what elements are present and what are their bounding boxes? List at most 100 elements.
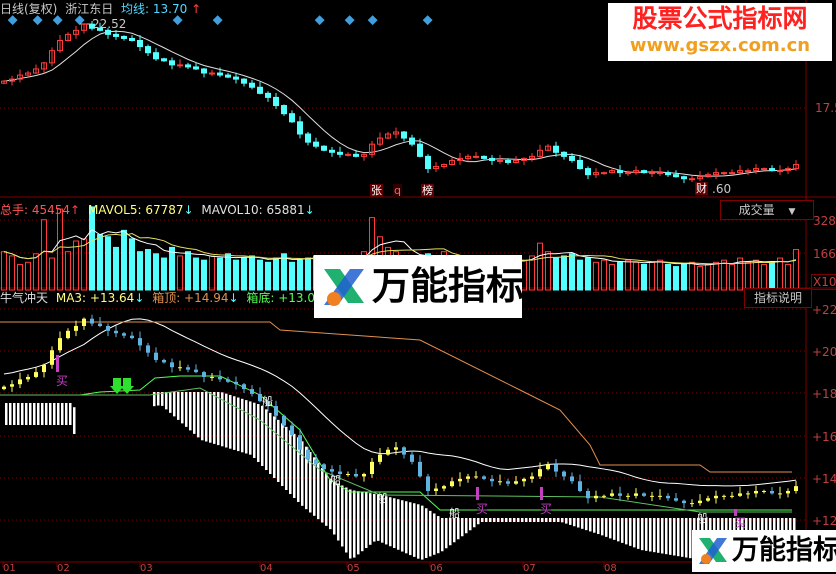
histogram-bar xyxy=(541,518,544,522)
volume-bar xyxy=(561,255,567,291)
ind-candle-body xyxy=(618,493,622,496)
histogram-bar xyxy=(257,404,260,462)
ind-candle-body xyxy=(474,476,478,478)
histogram-bar xyxy=(5,403,8,425)
histogram-bar xyxy=(689,518,692,559)
histogram-bar xyxy=(485,518,488,522)
histogram-bar xyxy=(593,518,596,533)
site-url: www.gszx.com.cn xyxy=(629,35,811,56)
candle-body xyxy=(441,164,447,168)
histogram-bar xyxy=(25,403,28,425)
histogram-bar xyxy=(481,518,484,522)
marker-cai[interactable]: 财 xyxy=(695,182,708,195)
ind-candle-body xyxy=(170,362,174,368)
date-label: 04 xyxy=(260,563,273,574)
ind-candle-body xyxy=(402,447,406,455)
ind-candle-body xyxy=(658,495,662,497)
ind-candle-body xyxy=(130,335,134,339)
volume-bar xyxy=(689,261,695,291)
histogram-bar xyxy=(569,518,572,525)
marker-zhang[interactable]: 张 xyxy=(370,184,383,197)
histogram-bar xyxy=(45,403,48,425)
candle-body xyxy=(737,170,743,174)
histogram-bar xyxy=(605,518,608,537)
histogram-bar xyxy=(397,499,400,550)
green-arrow-down-icon xyxy=(110,378,124,394)
candle-body xyxy=(657,172,663,175)
candle-body xyxy=(617,170,623,174)
date-label: 08 xyxy=(604,563,617,574)
ind-candle-body xyxy=(706,498,710,501)
candle-body xyxy=(25,72,31,76)
candle-body xyxy=(601,172,607,175)
ind-candle-body xyxy=(194,369,198,373)
volume-bar xyxy=(17,263,23,291)
candle-body xyxy=(137,39,143,48)
logo-text: 万能指标 xyxy=(372,264,525,308)
ind-candle-body xyxy=(378,454,382,462)
volume-header: 总手: 45454↑ MAVOL5: 67787↓ MAVOL10: 65881… xyxy=(0,203,315,217)
volume-bar xyxy=(569,253,575,291)
volume-bar xyxy=(41,219,47,291)
candle-body xyxy=(745,170,751,173)
ind-candle-body xyxy=(290,425,294,436)
histogram-bar xyxy=(549,518,552,522)
candle-body xyxy=(177,64,183,67)
candle-body xyxy=(633,170,639,174)
ind-candle-body xyxy=(786,490,790,494)
candle-body xyxy=(97,27,103,31)
buy-marker-bar xyxy=(734,509,737,516)
candle-body xyxy=(793,164,799,170)
ind-candle-body xyxy=(338,471,342,475)
volume-bar xyxy=(97,234,103,291)
candle-body xyxy=(353,153,359,157)
candle-body xyxy=(385,133,391,139)
ind-candle-body xyxy=(722,495,726,497)
candle-body xyxy=(161,58,167,62)
volume-bar xyxy=(737,257,743,291)
candle-body xyxy=(473,155,479,158)
histogram-bar xyxy=(369,493,372,545)
ind-axis-20: +20 xyxy=(812,345,836,359)
ind-candle-body xyxy=(578,481,582,491)
marker-q[interactable]: q xyxy=(393,184,402,197)
candle-body xyxy=(761,168,767,171)
histogram-bar xyxy=(597,518,600,535)
histogram-bar xyxy=(209,392,212,443)
volume-bar xyxy=(281,253,287,291)
histogram-bar xyxy=(401,500,404,552)
ind-candle-body xyxy=(642,493,646,496)
histogram-bar xyxy=(533,518,536,522)
histogram-bar xyxy=(633,518,636,548)
histogram-bar xyxy=(577,518,580,528)
ind-candle-body xyxy=(386,449,390,455)
volume-bar xyxy=(265,261,271,291)
candle-body xyxy=(41,62,47,70)
ind-candle-body xyxy=(562,471,566,477)
candle-body xyxy=(721,172,727,175)
ind-candle-body xyxy=(794,486,798,491)
ship-signal: 船 xyxy=(377,492,388,505)
candle-body xyxy=(169,60,175,66)
histogram-bar xyxy=(373,493,376,542)
ind-candle-body xyxy=(210,376,214,378)
candle-body xyxy=(281,105,287,115)
ind-candle-body xyxy=(610,493,614,496)
candle-body xyxy=(57,39,63,52)
histogram-bar xyxy=(453,518,456,543)
indicator-selector[interactable]: 成交量 ▼ xyxy=(720,200,814,220)
ind-candle-body xyxy=(514,481,518,484)
histogram-bar xyxy=(185,392,188,427)
histogram-bar xyxy=(237,397,240,452)
histogram-bar xyxy=(677,518,680,557)
marker-bang[interactable]: 榜 xyxy=(421,184,434,197)
volume-bar xyxy=(593,261,599,291)
candle-body xyxy=(417,143,423,157)
candle-body xyxy=(329,149,335,153)
volume-bar xyxy=(249,255,255,291)
indicator-explain-button[interactable]: 指标说明 xyxy=(744,288,812,308)
volume-bar xyxy=(161,257,167,291)
mavol10: MAVOL10: 65881 xyxy=(201,203,305,217)
buy-signal: 买 xyxy=(476,502,489,516)
histogram-bar xyxy=(153,392,156,407)
